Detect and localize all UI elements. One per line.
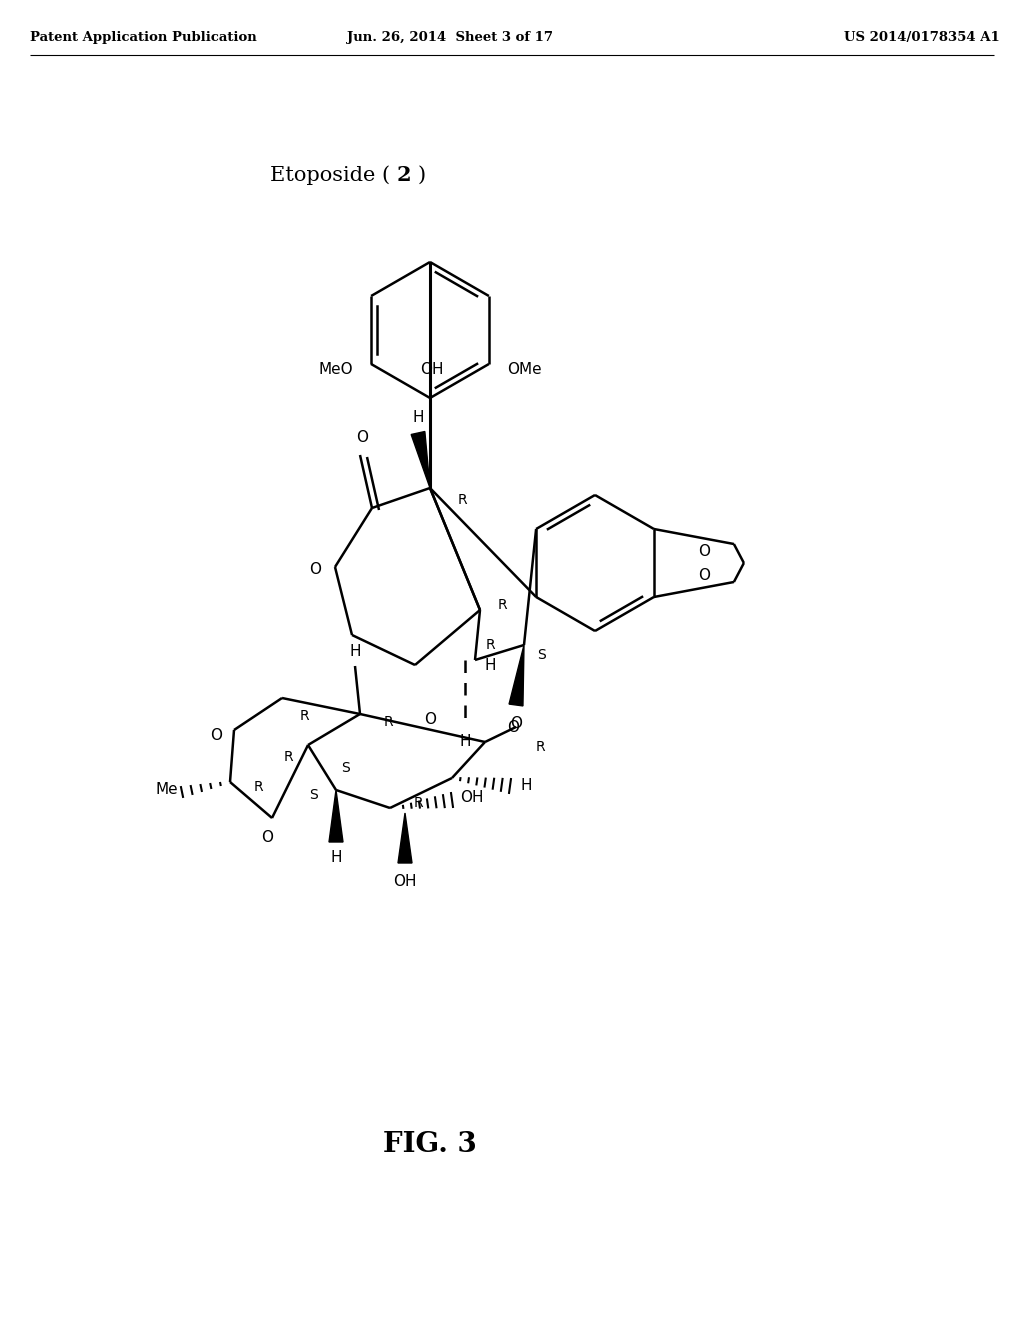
Text: FIG. 3: FIG. 3 xyxy=(383,1131,477,1159)
Text: R: R xyxy=(485,638,495,652)
Text: H: H xyxy=(331,850,342,866)
Text: Jun. 26, 2014  Sheet 3 of 17: Jun. 26, 2014 Sheet 3 of 17 xyxy=(347,32,553,45)
Text: O: O xyxy=(698,544,710,558)
Text: R: R xyxy=(414,796,423,810)
Text: 2: 2 xyxy=(396,165,412,185)
Text: US 2014/0178354 A1: US 2014/0178354 A1 xyxy=(844,32,1000,45)
Text: Me: Me xyxy=(156,783,178,797)
Text: S: S xyxy=(538,648,547,663)
Text: H: H xyxy=(413,411,424,425)
Text: O: O xyxy=(210,727,222,742)
Text: R: R xyxy=(299,709,309,723)
Text: O: O xyxy=(507,719,519,734)
Text: OMe: OMe xyxy=(507,363,542,378)
Text: R: R xyxy=(253,780,263,795)
Text: R: R xyxy=(383,715,393,729)
Text: O: O xyxy=(424,713,436,727)
Text: OH: OH xyxy=(460,791,483,805)
Text: MeO: MeO xyxy=(318,363,353,378)
Text: ): ) xyxy=(418,165,426,185)
Text: R: R xyxy=(498,598,507,612)
Text: R: R xyxy=(457,492,467,507)
Polygon shape xyxy=(398,813,412,863)
Text: OH: OH xyxy=(420,363,443,378)
Text: OH: OH xyxy=(393,874,417,888)
Text: O: O xyxy=(510,715,522,730)
Text: Patent Application Publication: Patent Application Publication xyxy=(30,32,257,45)
Text: S: S xyxy=(342,762,350,775)
Text: O: O xyxy=(698,568,710,582)
Text: H: H xyxy=(459,734,471,750)
Polygon shape xyxy=(329,789,343,842)
Text: R: R xyxy=(536,741,545,754)
Polygon shape xyxy=(509,645,524,706)
Text: H: H xyxy=(484,657,496,672)
Text: H: H xyxy=(520,779,531,793)
Text: O: O xyxy=(309,561,321,577)
Text: R: R xyxy=(284,750,293,764)
Text: Etoposide (: Etoposide ( xyxy=(270,165,390,185)
Text: H: H xyxy=(349,644,360,659)
Polygon shape xyxy=(412,432,430,488)
Text: O: O xyxy=(261,830,273,846)
Text: S: S xyxy=(309,788,318,803)
Text: O: O xyxy=(356,429,368,445)
